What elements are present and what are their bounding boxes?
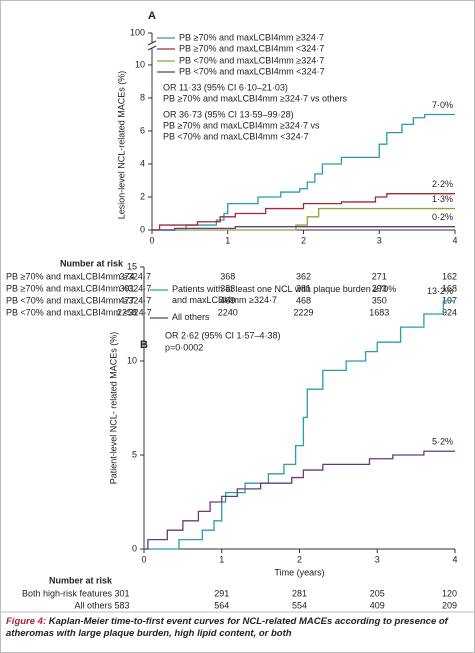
risk-row-label: PB ≥70% and maxLCBI4mm ≥324·7	[6, 271, 151, 281]
risk-count: 162	[442, 271, 457, 281]
y-tick-label: 10	[135, 59, 145, 69]
legend-label: PB ≥70% and maxLCBI4mm ≥324·7	[179, 32, 324, 42]
legend-box: Patients with at least one NCL with plaq…	[172, 284, 397, 305]
legend-label: PB <70% and maxLCBI4mm <324·7	[179, 66, 325, 76]
risk-count: 301	[114, 588, 129, 598]
caption-box: Figure 4: Kaplan-Meier time-to-first eve…	[6, 616, 469, 640]
km-curve	[152, 207, 455, 231]
axis-break	[147, 40, 157, 46]
annotation: OR 11·33 (95% CI 6·10–21·03)	[163, 82, 288, 92]
x-tick-label: 2	[301, 235, 306, 245]
y-tick-label: 0	[132, 543, 137, 553]
risk-row-label: PB <70% and maxLCBI4mm ≥324·7	[6, 295, 151, 305]
risk-count: 291	[214, 588, 229, 598]
annotation: OR 36·73 (95% CI 13·59–99·28)	[163, 109, 294, 119]
km-curve	[152, 193, 455, 231]
annotation: OR 2·62 (95% CI 1·57–4·38)	[165, 330, 281, 340]
risk-count: 477	[119, 295, 134, 305]
risk-count: 120	[442, 588, 457, 598]
risk-count: 362	[296, 271, 311, 281]
risk-count: 554	[292, 600, 307, 610]
y-tick-label: 10	[127, 355, 137, 365]
caption-text: Kaplan-Meier time-to-first event curves …	[6, 616, 448, 639]
risk-count: 374	[119, 271, 134, 281]
risk-count: 2240	[218, 307, 238, 317]
y-tick-label: 2	[140, 191, 145, 201]
risk-count: 381	[296, 283, 311, 293]
annotation: PB ≥70% and maxLCBI4mm ≥324·7 vs others	[163, 93, 347, 103]
end-label: 1·3%	[432, 194, 453, 204]
y-axis-label: Lesion-level NCL-related MACEs (%)	[116, 71, 126, 220]
y-tick-label: 0	[140, 224, 145, 234]
risk-count: 168	[442, 283, 457, 293]
y-axis-label: Patient-level NCL- related MACEs (%)	[108, 332, 118, 485]
axis-break	[147, 45, 157, 51]
risk-count: 383	[220, 283, 235, 293]
risk-title: Number at risk	[60, 258, 124, 268]
legend-box: All others	[172, 312, 210, 322]
risk-row-label: All others	[74, 600, 112, 610]
annotation: p=0·0002	[165, 342, 203, 352]
legend-label: All others	[172, 312, 210, 322]
x-tick-label: 4	[452, 554, 457, 564]
legend-label: PB <70% and maxLCBI4mm ≥324·7	[179, 55, 324, 65]
x-tick-label: 1	[225, 235, 230, 245]
risk-count: 924	[442, 307, 457, 317]
km-curve	[144, 450, 455, 550]
risk-count: 2258	[117, 307, 137, 317]
risk-count: 564	[214, 600, 229, 610]
end-label: 5·2%	[432, 437, 453, 447]
risk-count: 271	[372, 271, 387, 281]
y-tick-label: 100	[130, 27, 145, 37]
end-label: 0·2%	[432, 212, 453, 222]
risk-count: 391	[119, 283, 134, 293]
x-axis-label: Time (years)	[274, 567, 324, 577]
risk-count: 209	[442, 600, 457, 610]
y-tick-label: 4	[140, 158, 145, 168]
risk-count: 409	[370, 600, 385, 610]
km-curve	[152, 226, 455, 231]
risk-count: 583	[114, 600, 129, 610]
end-label: 7·0%	[432, 100, 453, 110]
x-tick-label: 3	[375, 554, 380, 564]
risk-count: 281	[292, 588, 307, 598]
risk-title: Number at risk	[49, 575, 113, 585]
legend-label: Patients with at least one NCL with plaq…	[172, 284, 397, 305]
risk-count: 468	[296, 295, 311, 305]
y-tick-label: 5	[132, 449, 137, 459]
km-curve	[144, 300, 455, 550]
end-label: 2·2%	[432, 179, 453, 189]
risk-count: 469	[220, 295, 235, 305]
x-tick-label: 2	[297, 554, 302, 564]
annotation: PB <70% and maxLCBI4mm <324·7	[163, 131, 309, 141]
y-tick-label: 15	[127, 261, 137, 271]
risk-count: 293	[372, 283, 387, 293]
x-tick-label: 0	[149, 235, 154, 245]
caption: Figure 4: Kaplan-Meier time-to-first eve…	[6, 616, 469, 640]
y-tick-label: 8	[140, 92, 145, 102]
km-curve	[152, 113, 455, 231]
risk-row-label: PB ≥70% and maxLCBI4mm <324·7	[6, 283, 151, 293]
risk-count: 1683	[369, 307, 389, 317]
risk-count: 350	[372, 295, 387, 305]
x-tick-label: 4	[452, 235, 457, 245]
legend-label: PB ≥70% and maxLCBI4mm <324·7	[179, 43, 324, 53]
caption-label: Figure 4:	[6, 616, 47, 627]
x-tick-label: 0	[141, 554, 146, 564]
panel-label: A	[148, 10, 156, 22]
end-label: 13·2%	[427, 286, 453, 296]
risk-row-label: Both high-risk features	[22, 588, 113, 598]
risk-row-label: PB <70% and maxLCBI4mm <324·7	[6, 307, 152, 317]
x-tick-label: 1	[219, 554, 224, 564]
risk-count: 2229	[293, 307, 313, 317]
risk-count: 368	[220, 271, 235, 281]
x-tick-label: 3	[377, 235, 382, 245]
risk-count: 205	[370, 588, 385, 598]
annotation: PB ≥70% and maxLCBI4mm ≥324·7 vs	[163, 120, 320, 130]
y-tick-label: 6	[140, 125, 145, 135]
